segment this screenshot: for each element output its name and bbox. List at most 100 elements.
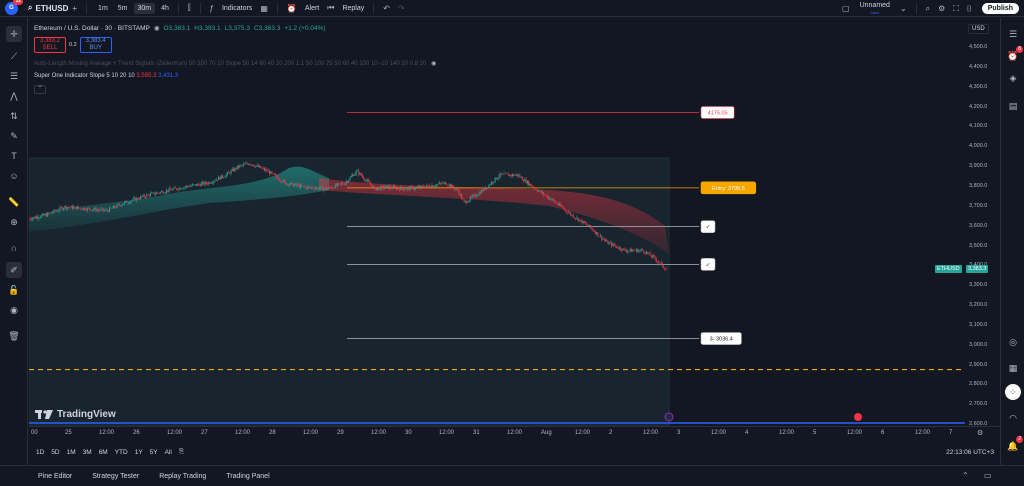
trade-level-label-box[interactable] [700, 332, 742, 345]
layout-name[interactable]: Unnamed Save [859, 2, 890, 15]
lock-icon[interactable]: 🔓 [8, 284, 20, 295]
replay-button[interactable]: Replay [342, 4, 365, 12]
compass-icon[interactable]: ◎ [1009, 336, 1017, 347]
ruler-icon[interactable]: 📏 [8, 196, 20, 207]
pattern-icon[interactable]: ⋀ [10, 90, 18, 101]
indicators-button[interactable]: Indicators [221, 4, 253, 12]
replay-icon[interactable]: ⏮ [327, 3, 335, 12]
goto-date-icon[interactable]: ⎘ [178, 448, 185, 455]
candle-body [427, 185, 429, 186]
fib-icon[interactable]: ☰ [9, 70, 19, 81]
eye-icon[interactable]: ◉ [153, 25, 160, 32]
templates-icon[interactable]: ▦ [260, 3, 268, 13]
trade-level-label-box[interactable] [700, 258, 716, 271]
bottom-panel: Pine Editor Strategy Tester Replay Tradi… [0, 465, 1024, 486]
earnings-icon[interactable] [854, 413, 862, 421]
chevron-down-icon[interactable]: ⌄ [899, 4, 907, 13]
calendar-icon[interactable]: ▦ [1008, 362, 1018, 373]
alerts-icon[interactable]: ⏰ 8 [1007, 46, 1023, 61]
undo-icon[interactable]: ↶ [383, 3, 390, 13]
range-1y[interactable]: 1Y [134, 448, 143, 456]
candle-body [365, 180, 367, 182]
collapse-legend-button[interactable]: ⌃ [34, 85, 46, 94]
redo-icon[interactable]: ↷ [397, 3, 405, 13]
event-icon[interactable] [664, 412, 674, 422]
quick-search-icon[interactable]: ⌕ [925, 3, 931, 13]
trade-level-label-box[interactable] [700, 181, 757, 195]
candle-body [270, 171, 272, 174]
watchlist-icon[interactable]: ☰ [1008, 28, 1018, 39]
chat-icon[interactable]: ▤ [1008, 100, 1018, 111]
candle-body [559, 203, 561, 206]
tab-strategy-tester[interactable]: Strategy Tester [92, 472, 140, 480]
notifications-icon[interactable]: 🔔 2 [1007, 436, 1023, 451]
range-5d[interactable]: 5D [51, 448, 60, 456]
alert-button[interactable]: Alert [304, 4, 320, 12]
candle-body [368, 180, 370, 182]
alert-icon[interactable]: ⏰ [286, 3, 297, 13]
apps-icon[interactable]: ⁘ [1005, 384, 1021, 400]
candles-icon[interactable]: ⫿ [187, 3, 191, 12]
range-all[interactable]: All [164, 448, 172, 456]
crosshair-icon[interactable]: ✛ [6, 26, 22, 42]
trend-line-icon[interactable]: ⟋ [10, 50, 18, 61]
range-5y[interactable]: 5Y [149, 448, 158, 456]
candle-body [503, 173, 505, 175]
price-chart[interactable]: 4175.05 Entry: 3795.5 ✓ ✓ 3- 3036.4 [29, 18, 965, 426]
candle-body [485, 187, 487, 190]
emoji-icon[interactable]: ☺ [9, 171, 19, 181]
symbol-title[interactable]: Ethereum / U.S. Dollar · 30 · BITSTAMP [34, 24, 150, 32]
timezone-clock[interactable]: 22:13:06 UTC+3 [946, 448, 994, 456]
timeframe-30m[interactable]: 30m [133, 2, 156, 14]
timeframe-5m[interactable]: 5m [117, 4, 128, 12]
candle-body [228, 172, 230, 173]
publish-button[interactable]: Publish [981, 3, 1019, 14]
range-3m[interactable]: 3M [82, 448, 92, 456]
zoom-icon[interactable]: ⊕ [10, 216, 18, 227]
indicator-legend-super[interactable]: Super One Indicator Slope 5 10 20 10 3,5… [34, 73, 179, 79]
range-1m[interactable]: 1M [66, 448, 76, 456]
time-axis[interactable]: 00 25 12:00 26 12:00 27 12:00 28 12:00 29 12:00 30 1… [29, 426, 1000, 440]
chevron-up-icon[interactable]: ⌃ [962, 471, 969, 480]
axis-settings-icon[interactable]: ⚙ [977, 430, 984, 437]
tab-replay-trading[interactable]: Replay Trading [159, 472, 207, 480]
layout-square-icon[interactable]: ▢ [842, 4, 850, 13]
tab-pine-editor[interactable]: Pine Editor [38, 472, 73, 480]
settings-icon[interactable]: ⚙ [938, 4, 946, 13]
candle-body [530, 183, 532, 187]
price-candles [29, 160, 667, 272]
sell-button[interactable]: 3,383.2 SELL [34, 37, 66, 53]
brush-icon[interactable]: ✎ [10, 130, 18, 141]
user-avatar[interactable]: G 12 [5, 0, 23, 15]
trade-level-label-box[interactable] [700, 220, 716, 233]
currency-selector[interactable]: USD [968, 24, 989, 34]
fullscreen-icon[interactable]: ⛶ [953, 3, 959, 13]
tab-trading-panel[interactable]: Trading Panel [226, 472, 270, 480]
range-ytd[interactable]: YTD [114, 448, 128, 456]
magnet-icon[interactable]: ∩ [10, 243, 18, 253]
range-6m[interactable]: 6M [98, 448, 108, 456]
chart-pane[interactable]: 4175.05 Entry: 3795.5 ✓ ✓ 3- 3036.4 Ethereum… [29, 18, 965, 426]
text-icon[interactable]: T [11, 151, 17, 161]
candle-body [412, 186, 414, 190]
candle-body [205, 181, 207, 184]
signal-icon[interactable]: ◠ [1009, 412, 1017, 423]
symbol-search[interactable]: ⌕ ETHUSD [28, 3, 68, 13]
add-symbol-icon[interactable]: + [72, 3, 78, 13]
timeframe-4h[interactable]: 4h [161, 4, 169, 12]
indicators-icon[interactable]: ƒ [209, 3, 214, 13]
maximize-icon[interactable]: ▭ [984, 471, 992, 480]
price-axis[interactable]: USD 4,500.0 4,400.0 4,300.0 4,200.0 4,100.0 4… [935, 18, 1000, 427]
eye-icon[interactable]: ◉ [431, 61, 437, 67]
trash-icon[interactable]: 🗑 [8, 330, 20, 341]
prediction-icon[interactable]: ⇅ [10, 110, 18, 121]
timeframe-1m[interactable]: 1m [98, 4, 108, 12]
eye-icon[interactable]: ◉ [10, 304, 18, 315]
range-1d[interactable]: 1D [36, 448, 45, 456]
camera-icon[interactable]: ⌷ [966, 3, 972, 13]
trade-level-label-box[interactable] [700, 106, 735, 119]
stay-drawing-icon[interactable]: ✐ [6, 262, 22, 278]
indicator-legend-ma[interactable]: Auto-Length Moving Average + Trend Signa… [34, 61, 437, 67]
layers-icon[interactable]: ◈ [1009, 72, 1017, 83]
buy-button[interactable]: 3,383.4 BUY [79, 37, 112, 53]
